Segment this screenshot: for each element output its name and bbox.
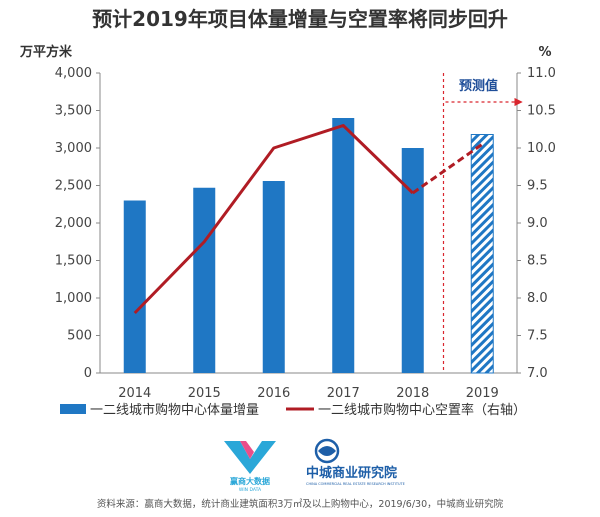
- wind-data-logo: 赢商大数据 WIN DATA: [224, 441, 276, 493]
- zc-logo-sub: CHINA COMMERCIAL REAL ESTATE RESEARCH IN…: [306, 482, 405, 486]
- x-tick-label: 2015: [188, 386, 221, 401]
- bar-2014: [123, 200, 146, 373]
- zc-logo: 中城商业研究院 CHINA COMMERCIAL REAL ESTATE RES…: [306, 438, 405, 486]
- bar-2015: [193, 187, 216, 373]
- x-tick-label: 2014: [118, 386, 151, 401]
- forecast-label: 预测值: [459, 78, 498, 94]
- legend: 一二线城市购物中心体量增量 一二线城市购物中心空置率（右轴）: [60, 402, 526, 418]
- legend-bar-swatch: [60, 404, 86, 414]
- right-axis-unit: %: [538, 45, 551, 60]
- legend-bar-label: 一二线城市购物中心体量增量: [90, 402, 259, 418]
- left-tick-label: 2,500: [55, 179, 92, 194]
- wind-logo-mark: [224, 441, 276, 474]
- source-note: 资料来源：赢商大数据，统计商业建筑面积3万㎡及以上购物中心，2019/6/30，…: [97, 498, 504, 510]
- right-tick-label: 7.5: [527, 329, 548, 344]
- right-tick-label: 8.5: [527, 254, 548, 269]
- bar-2019: [470, 134, 494, 374]
- right-tick-label: 9.0: [527, 216, 548, 231]
- left-tick-label: 4,000: [55, 66, 92, 81]
- right-tick-label: 7.0: [527, 366, 548, 381]
- right-tick-label: 8.0: [527, 291, 548, 306]
- wind-logo-name: 赢商大数据: [230, 476, 270, 486]
- vacancy-rate-forecast-line: [411, 143, 484, 195]
- right-tick-label: 11.0: [527, 66, 556, 81]
- x-tick-label: 2016: [257, 386, 290, 401]
- wind-logo-accent: [240, 441, 254, 459]
- left-tick-label: 500: [67, 329, 92, 344]
- x-tick-label: 2019: [466, 386, 499, 401]
- chart-title: 预计2019年项目体量增量与空置率将同步回升: [92, 7, 508, 31]
- bar-2017: [332, 118, 355, 373]
- vacancy-rate-line: [133, 124, 414, 315]
- left-tick-label: 1,500: [55, 254, 92, 269]
- right-tick-label: 9.5: [527, 179, 548, 194]
- left-tick-label: 2,000: [55, 216, 92, 231]
- bar-2018: [401, 148, 424, 373]
- left-axis-unit: 万平方米: [19, 44, 73, 60]
- left-tick-label: 3,000: [55, 141, 92, 156]
- plot-area: 0 500 1,000 1,500 2,000 2,500 3,000 3,500 4,000 7…: [55, 66, 556, 401]
- left-tick-label: 0: [84, 366, 92, 381]
- x-tick-label: 2017: [327, 386, 360, 401]
- right-tick-label: 10.0: [527, 141, 556, 156]
- zc-logo-mark: [314, 438, 340, 464]
- legend-line-label: 一二线城市购物中心空置率（右轴）: [318, 402, 526, 418]
- zc-logo-wave: [318, 446, 336, 456]
- wind-logo-sub: WIN DATA: [239, 487, 262, 493]
- right-tick-label: 10.5: [527, 104, 556, 119]
- bar-2016: [262, 181, 285, 373]
- left-tick-label: 1,000: [55, 291, 92, 306]
- left-tick-label: 3,500: [55, 104, 92, 119]
- zc-logo-name: 中城商业研究院: [306, 465, 397, 481]
- x-tick-label: 2018: [396, 386, 429, 401]
